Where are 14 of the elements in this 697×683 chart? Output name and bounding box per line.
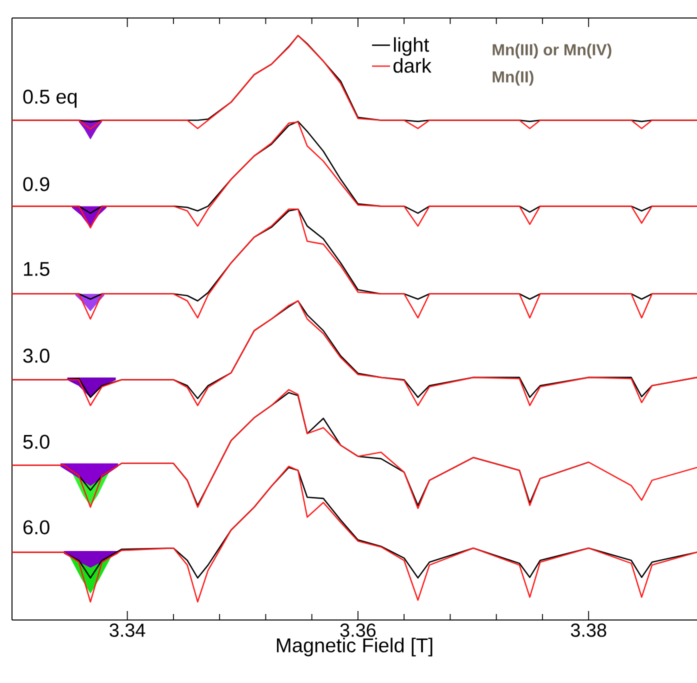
annotation: 6.0 [23, 520, 50, 534]
x-tick-label: 3.38 [570, 624, 606, 637]
x-tick-label: 3.34 [110, 624, 146, 637]
annotation: 5.0 [23, 434, 50, 449]
x-axis-title: Magnetic Field [T] [276, 638, 432, 656]
legend-label: light [394, 37, 430, 56]
annotation: 0.5 eq [23, 90, 77, 108]
annotation: 0.9 [23, 177, 50, 192]
annotation: Mn(II) [492, 70, 534, 86]
annotation: 3.0 [23, 348, 50, 363]
x-tick-label: 3.36 [340, 624, 376, 637]
annotation: 1.5 [24, 262, 50, 276]
legend-label: dark [394, 58, 432, 73]
annotation: Mn(III) or Mn(IV) [492, 44, 612, 59]
